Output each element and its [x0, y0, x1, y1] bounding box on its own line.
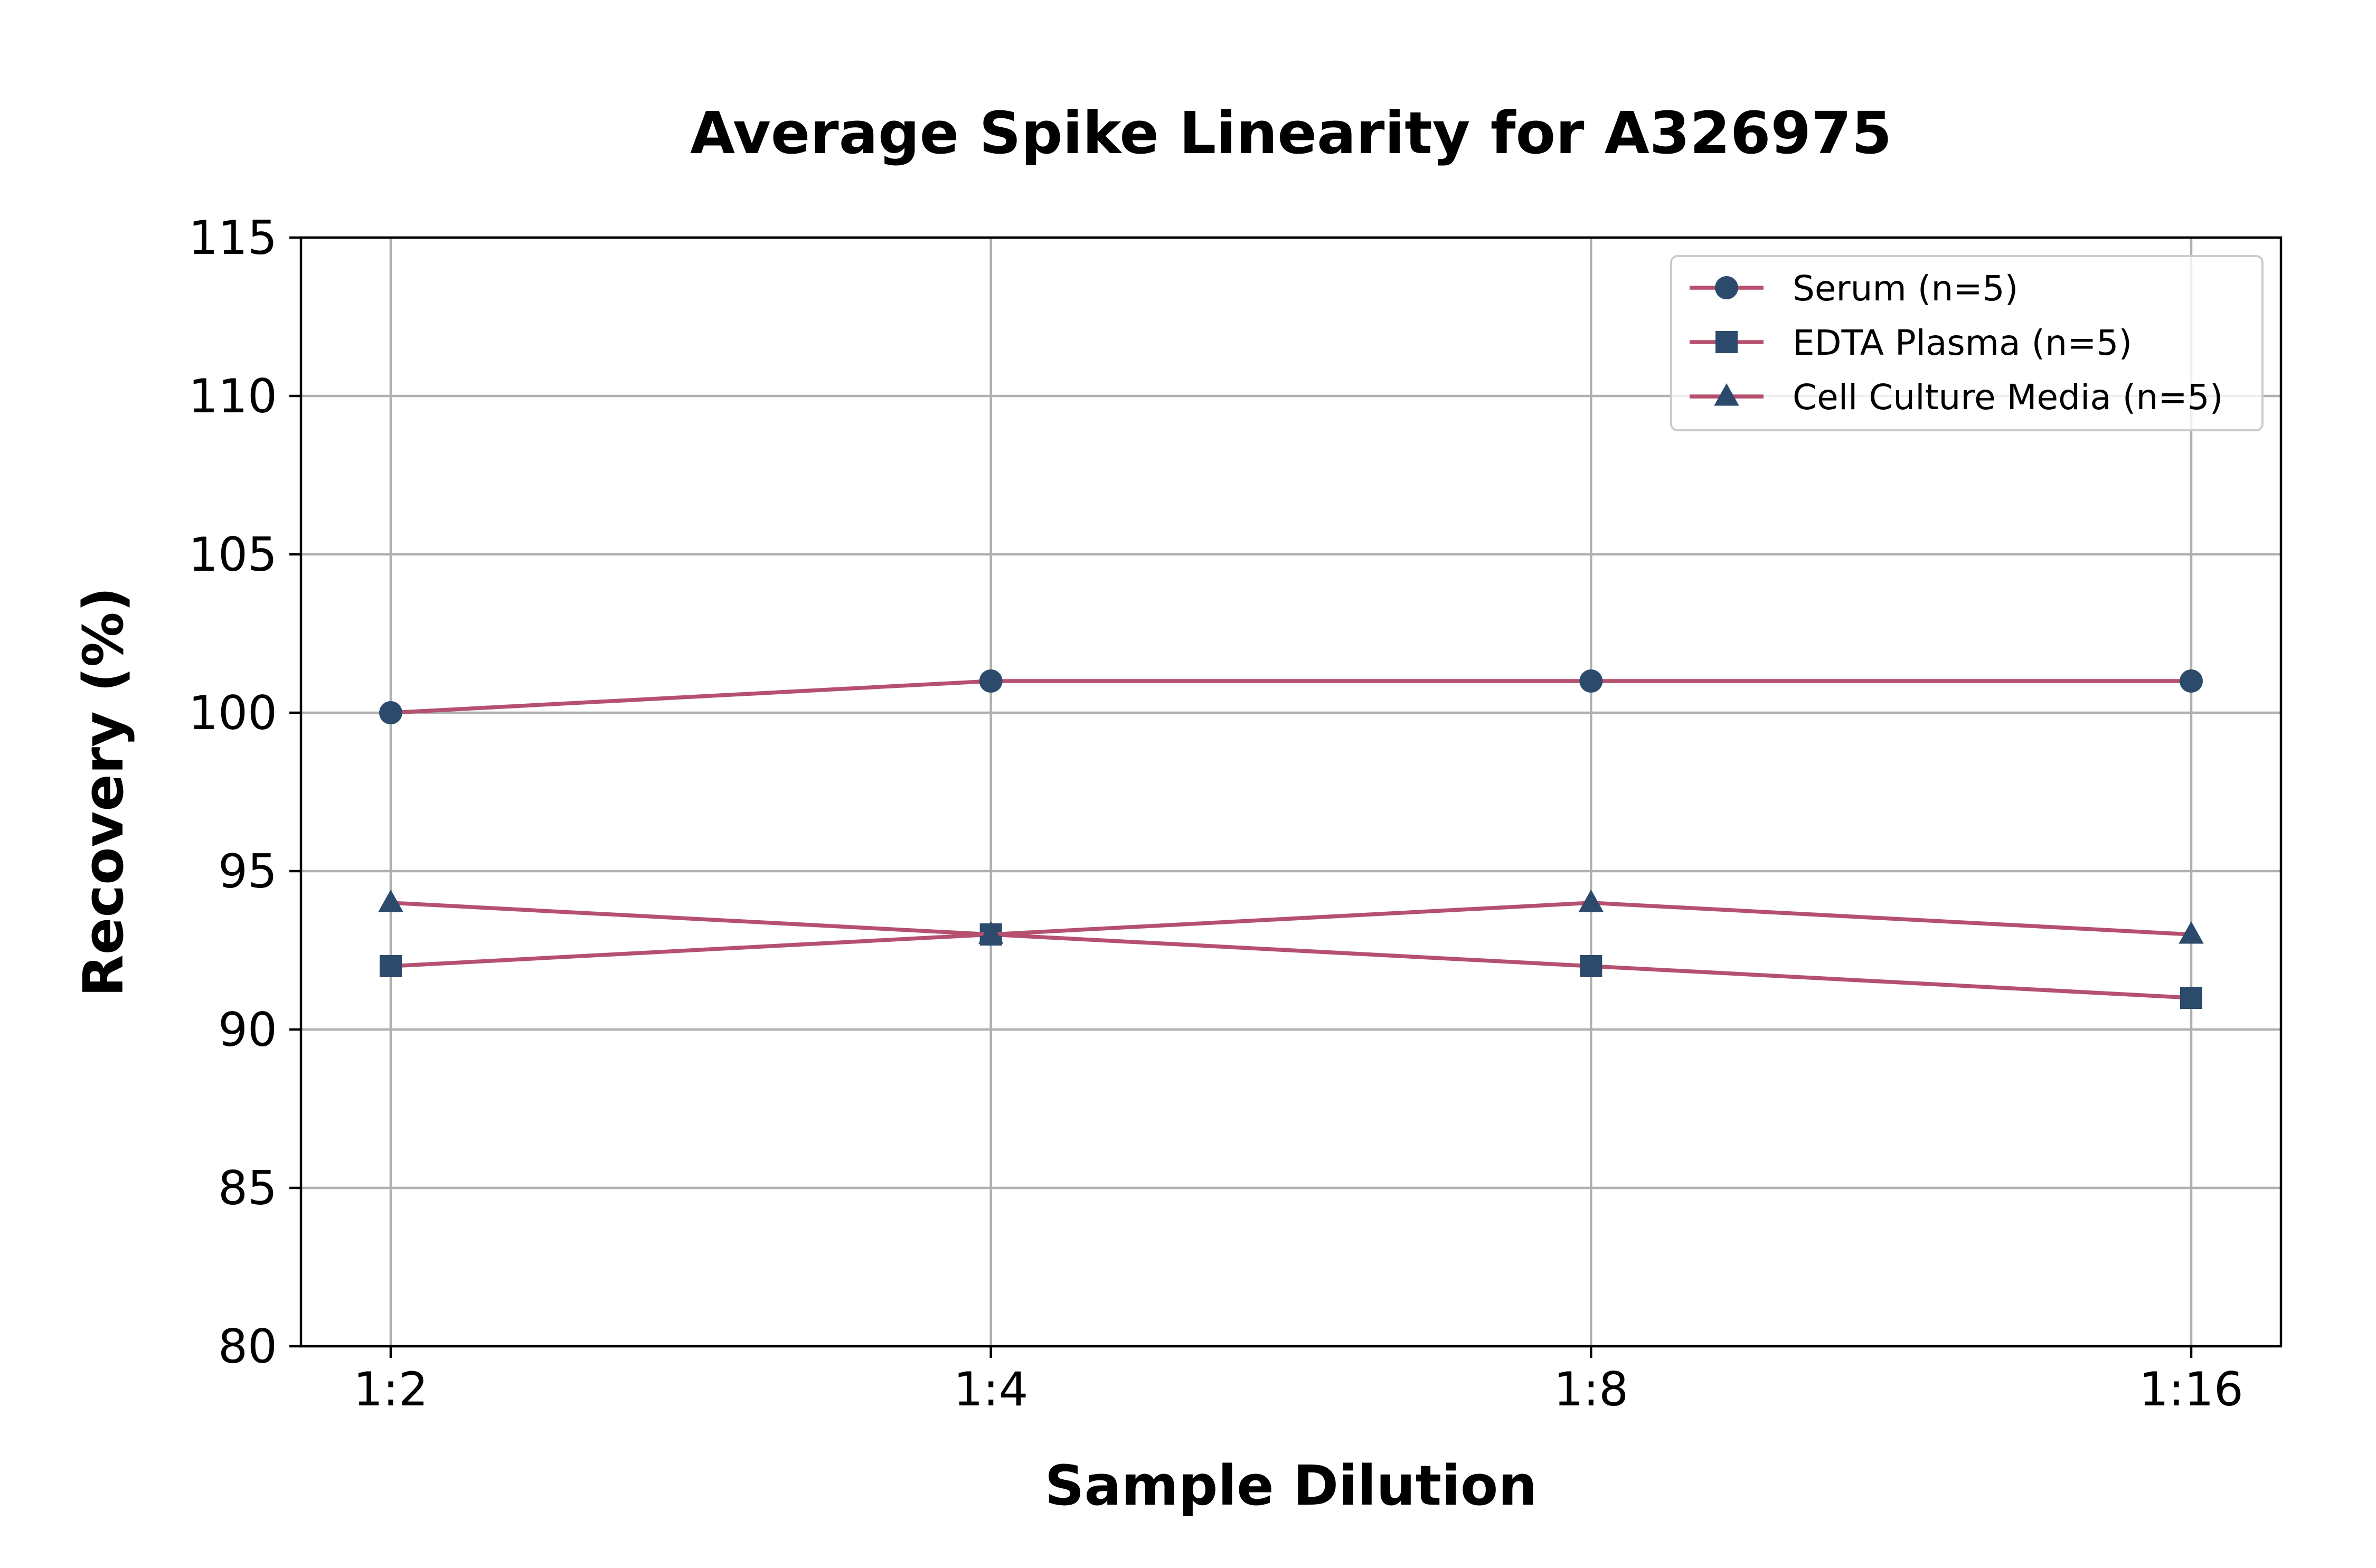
series-circle [379, 669, 2203, 724]
legend-box [1670, 255, 2264, 431]
data-point [379, 701, 402, 724]
axis-ticks: 1:2 1:4 1:8 1:16 80 85 90 95 100 105 110 115 [188, 211, 2243, 1416]
y-tick-label: 105 [188, 527, 277, 582]
x-tick-label: 1:16 [2139, 1362, 2243, 1416]
legend-entry: EDTA Plasma (n=5) [1690, 323, 2132, 363]
data-point [979, 669, 1003, 693]
plot-frame [299, 236, 2283, 1348]
series-triangle [378, 890, 2204, 944]
legend-marker [1715, 276, 1738, 299]
data-point [380, 955, 402, 977]
legend-entry: Cell Culture Media (n=5) [1690, 377, 2223, 418]
legend: Serum (n=5) EDTA Plasma (n=5) Cell Culture… [1670, 255, 2264, 431]
data-point [1580, 955, 1602, 977]
data-point [1578, 890, 1604, 912]
data-point [1579, 669, 1603, 693]
data-point [2180, 987, 2202, 1009]
chart-title: Average Spike Linearity for A326975 [690, 99, 1892, 167]
series-line [390, 932, 2192, 1000]
series-line [390, 679, 2191, 715]
y-tick-label: 110 [188, 369, 277, 423]
y-axis-label: Recovery (%) [71, 587, 136, 997]
y-tick-label: 80 [218, 1319, 277, 1374]
x-tick-label: 1:4 [954, 1362, 1029, 1416]
y-tick-label: 90 [218, 1003, 277, 1057]
data-point [978, 921, 1004, 944]
x-tick-label: 1:2 [353, 1362, 428, 1416]
legend-label: EDTA Plasma (n=5) [1793, 323, 2132, 363]
y-tick-label: 95 [218, 844, 277, 899]
legend-marker [1714, 383, 1739, 406]
y-tick-label: 85 [218, 1161, 277, 1215]
y-tick-label: 100 [188, 686, 277, 740]
y-tick-label: 115 [188, 211, 277, 265]
x-axis-label: Sample Dilution [1045, 1453, 1538, 1518]
plot-series [378, 669, 2204, 1009]
data-point [2179, 921, 2204, 944]
legend-entry: Serum (n=5) [1690, 268, 2018, 309]
series-square [380, 923, 2202, 1009]
x-tick-label: 1:8 [1554, 1362, 1629, 1416]
series-line [390, 901, 2192, 937]
data-point [2180, 669, 2203, 693]
legend-label: Serum (n=5) [1793, 268, 2018, 309]
legend-marker [1715, 331, 1738, 353]
legend-label: Cell Culture Media (n=5) [1793, 377, 2223, 418]
data-point [378, 890, 403, 912]
